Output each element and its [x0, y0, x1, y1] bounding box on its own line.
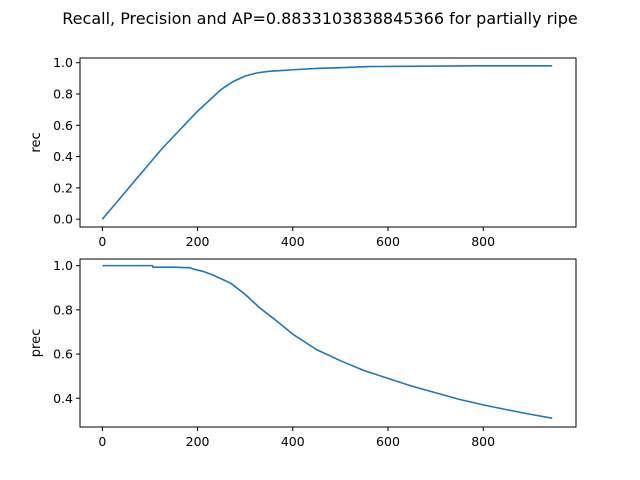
recall-axes-frame — [79, 57, 577, 228]
figure-title: Recall, Precision and AP=0.8833103838845… — [62, 9, 577, 28]
precision-ytick-label: 0.8 — [53, 302, 73, 317]
precision-xtick-label: 600 — [376, 434, 400, 449]
recall-ylabel: rec — [29, 132, 44, 152]
precision-xtick-label: 400 — [281, 434, 305, 449]
precision-xtick-label: 800 — [471, 434, 495, 449]
precision-ytick-label: 0.4 — [53, 391, 73, 406]
precision-series-line — [102, 264, 553, 419]
recall-xtick-label: 800 — [471, 234, 495, 249]
precision-ytick-label: 1.0 — [53, 258, 73, 273]
recall-xtick-label: 200 — [186, 234, 210, 249]
precision-ytick-label: 0.6 — [53, 347, 73, 362]
recall-series-line — [101, 65, 553, 220]
recall-chart: 0 200 400 600 800 0.0 0.2 0.4 0.6 0.8 1.0 rec — [29, 55, 577, 249]
recall-ytick-label: 0.8 — [53, 86, 73, 101]
precision-xtick-label: 200 — [186, 434, 210, 449]
recall-ytick-label: 1.0 — [53, 55, 73, 70]
precision-chart: 0 200 400 600 800 0.4 0.6 0.8 1.0 prec — [29, 258, 577, 449]
recall-xtick-label: 0 — [98, 234, 106, 249]
precision-axes-frame — [79, 258, 577, 428]
recall-ytick-label: 0.4 — [53, 149, 73, 164]
recall-ytick-label: 0.2 — [53, 180, 73, 195]
recall-ytick-label: 0.6 — [53, 118, 73, 133]
recall-xtick-label: 600 — [376, 234, 400, 249]
recall-ytick-label: 0.0 — [53, 212, 73, 227]
recall-xtick-label: 400 — [281, 234, 305, 249]
precision-ylabel: prec — [29, 329, 44, 357]
precision-xtick-label: 0 — [98, 434, 106, 449]
